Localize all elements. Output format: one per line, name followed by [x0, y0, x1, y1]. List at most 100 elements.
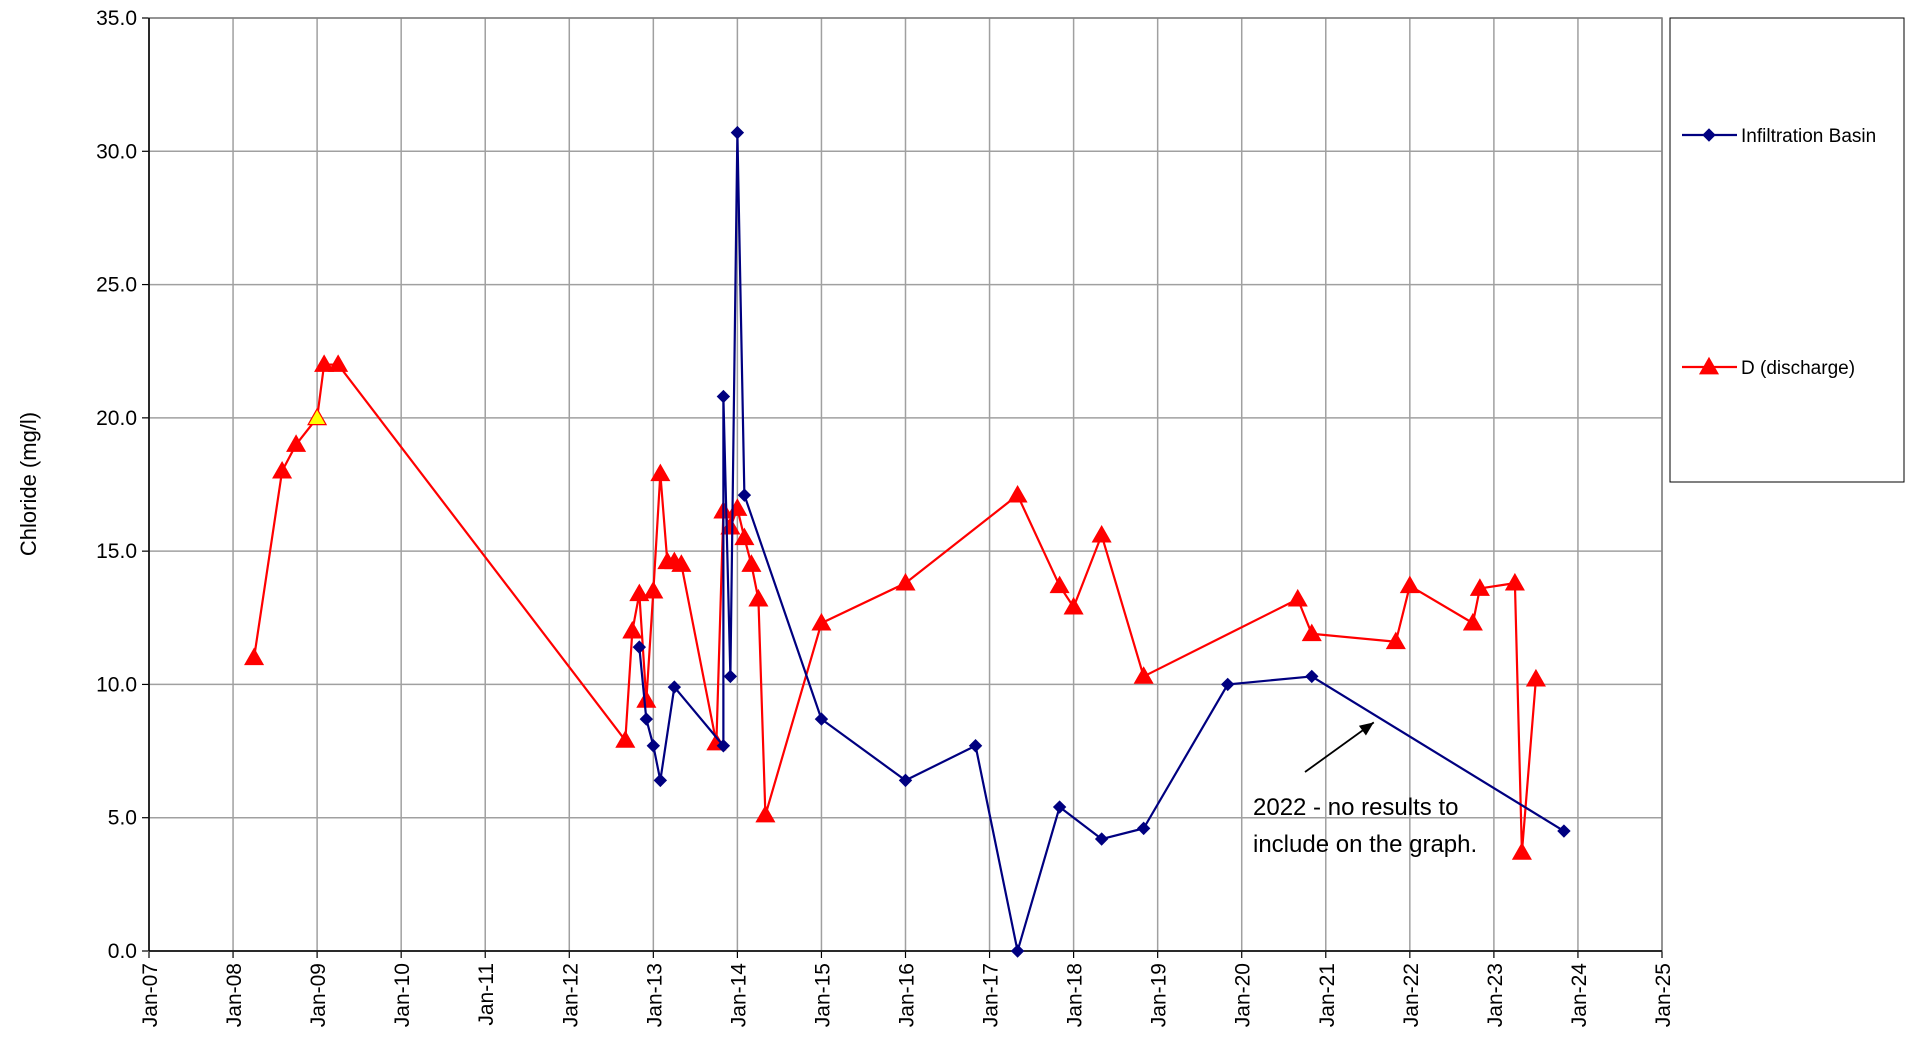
- x-tick-label: Jan-21: [1316, 963, 1339, 1027]
- data-point: [968, 739, 983, 753]
- annotation-text-line: 2022 - no results to: [1253, 794, 1458, 821]
- vertical-gridlines: [148, 18, 1663, 958]
- x-tick-label: Jan-20: [1232, 963, 1255, 1027]
- annotation-arrow-head: [1358, 722, 1374, 736]
- data-point: [1557, 824, 1571, 838]
- x-tick-label: Jan-10: [391, 963, 414, 1027]
- annotation-arrow-shaft: [1304, 721, 1375, 773]
- data-point: [307, 407, 328, 426]
- y-tick-label: 0.0: [108, 940, 137, 963]
- x-tick-label: Jan-18: [1064, 963, 1087, 1027]
- data-point: [1511, 842, 1532, 860]
- y-tick-label: 30.0: [96, 140, 137, 163]
- x-tick-label: Jan-14: [727, 963, 750, 1028]
- data-point: [1305, 669, 1319, 684]
- x-tick-label: Jan-24: [1568, 963, 1591, 1028]
- data-point: [646, 739, 661, 753]
- data-point: [1469, 578, 1490, 596]
- data-point: [1399, 575, 1420, 594]
- data-point: [667, 680, 682, 694]
- x-tick-label: Jan-09: [307, 963, 330, 1027]
- series-1: [244, 354, 1546, 860]
- legend-label: D (discharge): [1741, 358, 1855, 379]
- data-point: [622, 620, 643, 639]
- data-point: [1063, 596, 1084, 615]
- data-point: [1136, 821, 1151, 836]
- data-point: [741, 554, 762, 572]
- data-point: [1385, 631, 1406, 650]
- x-tick-label: Jan-13: [643, 963, 666, 1027]
- data-point: [615, 730, 636, 748]
- data-point: [1221, 677, 1235, 692]
- data-point: [811, 612, 832, 631]
- data-point: [629, 583, 650, 602]
- x-tick-label: Jan-07: [139, 963, 162, 1027]
- x-tick-label: Jan-22: [1400, 963, 1423, 1027]
- data-point: [748, 588, 769, 607]
- data-point: [737, 488, 752, 502]
- data-point: [643, 580, 664, 599]
- data-point: [1007, 484, 1028, 503]
- data-point: [636, 690, 657, 708]
- y-tick-label: 10.0: [96, 673, 137, 696]
- data-point: [734, 527, 755, 546]
- data-point: [328, 354, 349, 372]
- legend-label: Infiltration Basin: [1741, 126, 1876, 147]
- data-point: [286, 434, 307, 452]
- data-point: [716, 389, 731, 404]
- data-point: [1525, 668, 1546, 687]
- data-point: [1094, 832, 1109, 846]
- annotation: 2022 - no results to include on the graph…: [1253, 721, 1477, 858]
- y-tick-label: 35.0: [96, 7, 137, 30]
- data-point: [1091, 524, 1112, 543]
- data-point: [272, 460, 293, 479]
- y-tick-label: 25.0: [96, 274, 137, 297]
- data-point: [671, 554, 692, 572]
- x-tick-label: Jan-19: [1148, 963, 1171, 1027]
- data-point: [814, 712, 829, 726]
- legend-swatch-marker: [1702, 128, 1716, 142]
- data-point: [314, 354, 335, 372]
- data-point: [1462, 612, 1483, 631]
- y-tick-label: 20.0: [96, 407, 137, 430]
- y-tick-labels: 0.0 5.0 10.0 15.0 20.0 25.0 30.0 35.0: [96, 7, 137, 963]
- legend: Infiltration Basin D (discharge): [1669, 17, 1905, 483]
- legend-swatch-marker: [1698, 356, 1720, 375]
- data-point: [650, 463, 671, 482]
- x-tick-label: Jan-08: [223, 963, 246, 1027]
- x-tick-label: Jan-11: [475, 963, 498, 1026]
- x-tick-label: Jan-16: [896, 963, 919, 1027]
- y-axis-title: Chloride (mg/l): [16, 412, 41, 556]
- data-point: [898, 773, 913, 788]
- data-point: [1049, 575, 1070, 594]
- x-tick-label: Jan-23: [1484, 963, 1507, 1027]
- data-point: [244, 647, 265, 666]
- data-point: [632, 640, 647, 654]
- data-point: [1133, 666, 1154, 684]
- annotation-text-line: include on the graph.: [1253, 831, 1477, 858]
- data-point: [1301, 623, 1322, 642]
- data-point: [639, 712, 654, 726]
- data-point: [1052, 800, 1067, 814]
- series-0: [632, 125, 1571, 958]
- data-point: [1010, 944, 1025, 958]
- series-layer: [244, 125, 1571, 958]
- data-point: [723, 669, 738, 684]
- x-tick-labels: Jan-07 Jan-08 Jan-09 Jan-10 Jan-11 Jan-12 Jan-…: [139, 963, 1675, 1028]
- data-point: [653, 773, 668, 788]
- y-tick-label: 5.0: [108, 807, 137, 830]
- data-point: [1287, 588, 1308, 607]
- data-point: [730, 125, 745, 140]
- x-tick-label: Jan-25: [1652, 963, 1675, 1027]
- data-point: [895, 572, 916, 591]
- x-tick-label: Jan-17: [980, 963, 1003, 1027]
- x-tick-label: Jan-12: [559, 963, 582, 1027]
- data-point: [716, 739, 731, 753]
- axes: [148, 17, 1663, 952]
- series-line-0: [638, 131, 1565, 953]
- y-tick-label: 15.0: [96, 540, 137, 563]
- data-point: [1504, 572, 1525, 591]
- data-point: [755, 804, 776, 823]
- x-tick-label: Jan-15: [811, 963, 834, 1027]
